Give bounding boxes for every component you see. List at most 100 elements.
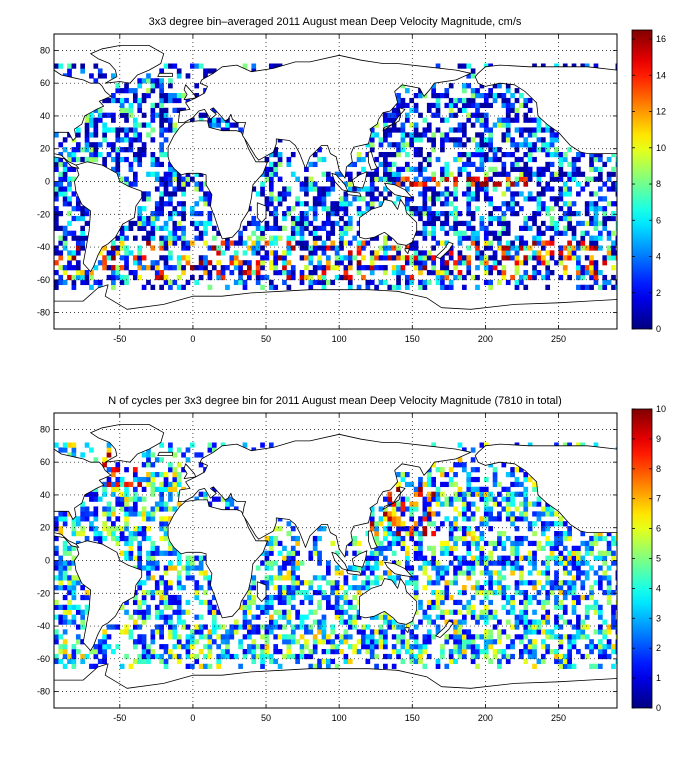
bin-cell [532, 481, 537, 488]
bin-cell [497, 93, 502, 99]
bin-cell [369, 186, 375, 192]
bin-cell [54, 604, 59, 610]
bin-cell [339, 570, 344, 576]
bin-cell [567, 206, 572, 212]
bin-cell [396, 653, 401, 660]
bin-cell [260, 245, 265, 251]
bin-cell [492, 230, 498, 236]
bin-cell [387, 235, 393, 241]
bin-cell [510, 565, 515, 571]
bin-cell [593, 220, 599, 227]
bin-cell [505, 107, 511, 113]
bin-cell [589, 191, 594, 197]
bin-cell [435, 629, 441, 635]
bin-cell [514, 166, 520, 172]
bin-cell [492, 206, 498, 212]
bin-cell [150, 211, 156, 217]
bin-cell [497, 235, 502, 241]
bin-cell [418, 649, 423, 655]
bin-cell [501, 102, 507, 109]
bin-cell [527, 176, 533, 182]
bin-cell [264, 634, 270, 640]
bin-cell [554, 555, 559, 561]
bin-cell [321, 270, 327, 276]
bin-cell [488, 540, 493, 547]
bin-cell [150, 235, 156, 241]
bin-cell [304, 201, 309, 207]
bin-cell [264, 201, 270, 207]
bin-cell [567, 531, 572, 537]
bin-cell [58, 526, 64, 532]
bin-cell [549, 137, 555, 143]
bin-cell [347, 176, 353, 182]
bin-cell [488, 127, 493, 133]
bin-cell [505, 279, 511, 286]
bin-cell [479, 186, 485, 192]
bin-cell [567, 147, 572, 153]
bin-cell [124, 181, 129, 187]
bin-cell [325, 265, 331, 271]
bin-cell [238, 279, 243, 286]
bin-cell [339, 594, 344, 601]
bin-cell [150, 230, 156, 236]
bin-cell [571, 176, 577, 182]
bin-cell [483, 122, 489, 128]
bin-cell [523, 614, 529, 620]
bin-cell [295, 614, 300, 620]
bin-cell [580, 265, 586, 271]
bin-cell [562, 186, 568, 192]
bin-cell [111, 284, 116, 290]
bin-cell [137, 161, 143, 168]
bin-cell [216, 663, 222, 669]
bin-cell [176, 472, 182, 478]
bin-cell [369, 171, 375, 177]
bin-cell [523, 604, 529, 610]
bin-cell [172, 634, 178, 640]
bin-cell [562, 255, 568, 261]
bin-cell [242, 250, 248, 256]
bin-cell [461, 255, 467, 261]
bin-cell [475, 235, 480, 241]
bin-cell [181, 230, 186, 236]
bin-cell [308, 284, 314, 290]
bin-cell [176, 176, 182, 182]
bin-cell [396, 265, 401, 271]
bin-cell [567, 658, 572, 665]
bin-cell [321, 590, 327, 596]
bin-cell [576, 570, 581, 576]
bin-cell [470, 122, 476, 128]
bin-cell [233, 240, 239, 246]
bin-cell [497, 580, 502, 586]
bin-cell [580, 186, 586, 192]
bin-cell [532, 629, 537, 635]
bin-cell [168, 230, 173, 236]
bin-cell [146, 73, 151, 79]
bin-cell [426, 560, 432, 566]
bin-cell [589, 152, 594, 158]
bin-cell [308, 585, 314, 591]
bin-cell [185, 181, 191, 187]
bin-cell [67, 250, 72, 256]
bin-cell [198, 585, 204, 591]
bin-cell [268, 442, 274, 448]
bin-cell [251, 240, 257, 246]
bin-cell [461, 122, 467, 128]
bin-cell [229, 624, 235, 630]
bin-cell [58, 161, 64, 168]
bin-cell [299, 279, 305, 286]
bin-cell [505, 220, 511, 227]
bin-cell [523, 270, 529, 276]
bin-cell [172, 629, 178, 635]
bin-cell [558, 599, 564, 606]
bin-cell [181, 211, 186, 217]
bin-cell [132, 501, 138, 507]
bin-cell [510, 102, 515, 109]
bin-cell [251, 245, 257, 251]
bin-cell [549, 580, 555, 586]
bin-cell [391, 580, 397, 586]
bin-cell [571, 580, 577, 586]
bin-cell [163, 117, 169, 123]
bin-cell [501, 97, 507, 104]
bin-cell [466, 117, 472, 123]
bin-cell [440, 260, 445, 266]
